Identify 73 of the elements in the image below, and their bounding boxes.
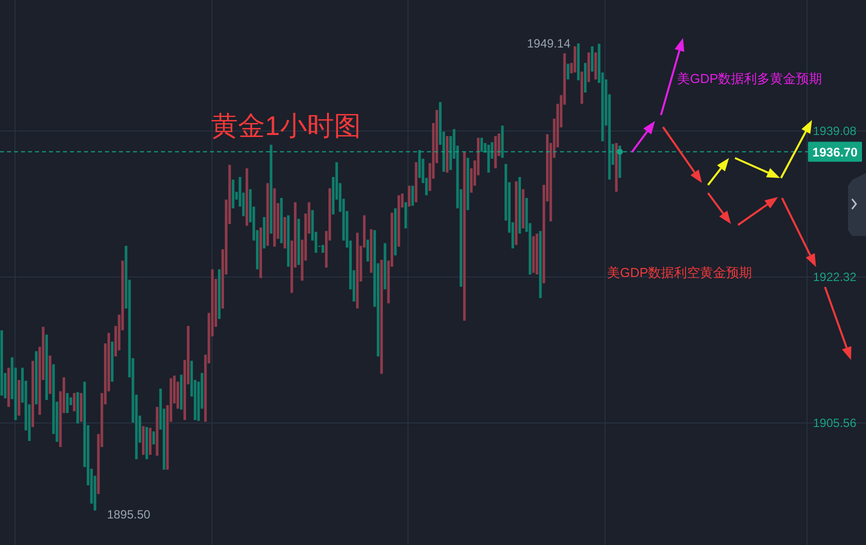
candlestick <box>246 168 248 226</box>
y-tick-label: 1922.32 <box>813 270 857 284</box>
candlestick <box>284 217 286 248</box>
candlestick <box>539 230 542 298</box>
candlestick <box>297 218 300 265</box>
candlestick <box>356 232 359 309</box>
candlestick <box>32 360 34 427</box>
candlestick <box>615 143 618 192</box>
candlestick <box>384 243 386 290</box>
candlestick <box>232 180 234 208</box>
candlestick <box>494 136 497 168</box>
candlestick <box>148 428 152 455</box>
candlestick <box>7 368 10 407</box>
candlestick <box>262 217 266 248</box>
candlestick <box>156 406 158 456</box>
candlestick <box>48 356 52 394</box>
candlestick <box>594 52 597 80</box>
candlestick <box>287 215 290 267</box>
candlestick <box>80 393 82 422</box>
candlestick <box>218 269 221 319</box>
candlestick <box>152 431 155 444</box>
candlestick <box>259 228 262 278</box>
candlestick <box>0 330 4 396</box>
candlestick <box>370 229 372 273</box>
candlestick <box>322 244 324 253</box>
candlestick <box>487 144 490 173</box>
candlestick <box>366 240 370 262</box>
candlestick <box>398 195 400 247</box>
candlestick <box>66 393 69 414</box>
candlestick <box>463 152 466 321</box>
y-tick-label: 1905.56 <box>813 416 857 430</box>
candlestick <box>574 46 576 72</box>
candlestick <box>34 351 38 404</box>
annotation: 美GDP数据利空黄金预期 <box>607 265 752 280</box>
y-tick-label: 1939.08 <box>813 124 857 138</box>
candlestick <box>270 144 272 234</box>
candlestick <box>480 138 483 152</box>
candlestick <box>266 183 269 246</box>
candlestick <box>280 198 283 244</box>
candlestick <box>110 342 114 382</box>
candlestick <box>501 126 504 158</box>
candlestick <box>577 43 580 80</box>
candlestick <box>18 380 20 416</box>
candlestick <box>536 234 538 275</box>
candlestick <box>72 393 76 412</box>
candlestick <box>380 260 383 374</box>
candlestick <box>580 72 584 104</box>
candlestick <box>145 426 148 460</box>
candlestick <box>394 208 397 256</box>
annotation: 1949.14 <box>526 36 571 50</box>
candlestick <box>532 236 535 273</box>
candlestick <box>446 136 448 173</box>
candlestick <box>180 374 183 410</box>
candlestick <box>76 392 79 424</box>
candlestick <box>466 158 470 210</box>
candlestick <box>566 64 570 80</box>
candlestick <box>587 52 590 82</box>
text: 黄金1小时图 <box>211 111 362 141</box>
ref-line-label: 1936.70 <box>812 146 858 160</box>
candlestick <box>590 46 594 72</box>
candlestick <box>273 188 276 247</box>
annotation: 1895.50 <box>106 508 151 522</box>
candlestick <box>584 62 587 93</box>
candlestick <box>404 202 408 228</box>
annotation: 美GDP数据利多黄金预期 <box>677 71 822 86</box>
candlestick <box>408 186 410 207</box>
candlestick <box>414 162 418 202</box>
candlestick <box>411 186 414 206</box>
candlestick <box>45 334 48 400</box>
candlestick <box>522 189 524 228</box>
candlestick <box>142 426 145 455</box>
candlestick <box>514 181 518 245</box>
candlestick <box>518 176 521 234</box>
